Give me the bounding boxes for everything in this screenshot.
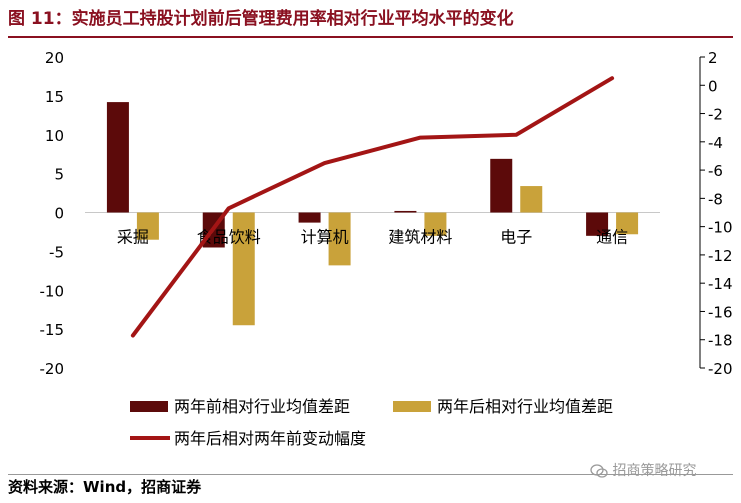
right-tick-label: -8: [708, 190, 723, 208]
left-tick-label: 20: [45, 49, 64, 67]
legend-label: 两年后相对两年前变动幅度: [174, 429, 366, 448]
left-tick-label: -20: [40, 360, 65, 378]
bar-after: [136, 212, 159, 240]
legend-swatch: [130, 401, 168, 412]
footer-divider: [8, 474, 733, 475]
left-tick-label: -5: [49, 243, 64, 261]
watermark: 招商策略研究: [590, 460, 696, 480]
left-tick-label: 10: [45, 127, 64, 145]
right-tick-label: -6: [708, 162, 723, 180]
left-tick-label: 0: [54, 205, 64, 223]
category-label: 采掘: [117, 228, 149, 247]
bar-before: [106, 102, 129, 213]
right-tick-label: -12: [708, 247, 733, 265]
chart-area: -20 -15 -10 -5 0 5 10 15 20 -20 -18 -16 -14 -12 -10 -8…: [0, 40, 741, 472]
watermark-text: 招商策略研究: [612, 463, 697, 479]
right-tick-label: -10: [708, 219, 733, 237]
line-series: [130, 76, 615, 338]
right-tick-label: -20: [708, 360, 733, 378]
right-tick-label: -18: [708, 332, 733, 350]
right-tick-label: -16: [708, 303, 733, 321]
category-label: 通信: [596, 228, 628, 247]
left-y-axis: -20 -15 -10 -5 0 5 10 15 20: [40, 49, 65, 378]
right-y-axis: -20-18-16-14-12-10-8-6-4-202: [699, 49, 733, 378]
category-label: 建筑材料: [388, 228, 452, 247]
source-note: 资料来源：Wind，招商证券: [8, 478, 202, 496]
legend-label: 两年前相对行业均值差距: [174, 397, 350, 416]
bar-before: [490, 158, 513, 213]
bar-before: [394, 210, 417, 213]
left-tick-label: 15: [45, 88, 64, 106]
bar-after: [328, 212, 351, 266]
right-tick-label: -14: [708, 275, 733, 293]
bar-after: [424, 212, 447, 236]
bar-before: [586, 212, 609, 236]
figure-title: 图 11：实施员工持股计划前后管理费用率相对行业平均水平的变化: [8, 9, 514, 29]
bar-after: [616, 212, 639, 235]
bar-after: [520, 186, 543, 213]
title-underline: [8, 36, 733, 38]
bar-before: [298, 212, 321, 223]
legend-swatch: [393, 401, 431, 412]
bar-series: [106, 102, 639, 326]
left-tick-label: 5: [54, 166, 64, 184]
right-tick-label: 0: [708, 77, 718, 95]
category-label: 计算机: [301, 228, 349, 247]
category-labels: 采掘 食品饮料 计算机 建筑材料 电子 通信: [117, 228, 628, 247]
legend-label: 两年后相对行业均值差距: [437, 397, 613, 416]
left-tick-label: -15: [40, 321, 65, 339]
bar-after: [232, 212, 255, 326]
left-tick-label: -10: [40, 282, 65, 300]
change-line: [130, 76, 615, 338]
right-tick-label: 2: [708, 49, 718, 67]
right-tick-label: -4: [708, 134, 723, 152]
right-tick-label: -2: [708, 106, 723, 124]
wechat-icon: [590, 464, 608, 478]
category-label: 电子: [500, 228, 532, 247]
